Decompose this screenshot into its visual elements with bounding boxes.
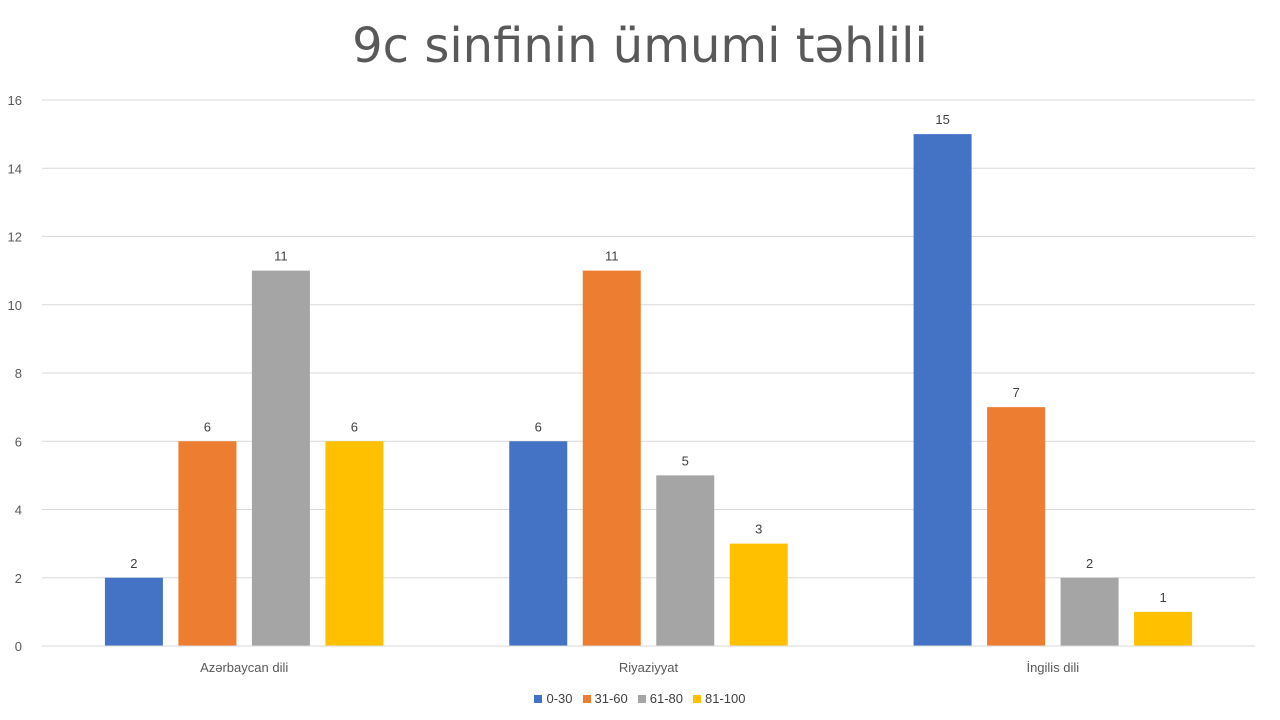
- bar-31-60-1: [582, 270, 641, 646]
- legend-label: 0-30: [546, 691, 573, 707]
- bar-61-80-1: [656, 475, 715, 646]
- legend-item: 31-60: [582, 690, 628, 707]
- bar-0-30-0: [104, 577, 163, 646]
- legend-label: 81-100: [705, 691, 746, 707]
- y-tick-label: 2: [15, 571, 22, 586]
- data-label: 6: [204, 419, 211, 434]
- legend-swatch: [534, 694, 543, 703]
- bar-0-30-1: [509, 441, 568, 646]
- chart-title: 9c sinfinin ümumi təhlili: [352, 18, 928, 74]
- y-tick-label: 16: [8, 93, 22, 108]
- bar-31-60-0: [178, 441, 237, 646]
- y-tick-label: 0: [15, 639, 22, 654]
- y-tick-label: 14: [8, 161, 22, 176]
- y-tick-label: 10: [8, 298, 22, 313]
- bar-31-60-2: [987, 407, 1046, 646]
- data-label: 1: [1159, 590, 1166, 605]
- data-label: 6: [535, 419, 542, 434]
- y-tick-label: 12: [8, 230, 22, 245]
- x-tick-label: Riyaziyyat: [619, 660, 679, 675]
- data-label: 5: [682, 453, 689, 468]
- data-label: 6: [351, 419, 358, 434]
- bar-81-100-2: [1134, 611, 1193, 646]
- legend-swatch: [693, 694, 702, 703]
- data-label: 2: [1086, 556, 1093, 571]
- bar-81-100-1: [729, 543, 788, 646]
- legend-label: 31-60: [594, 691, 628, 707]
- data-label: 11: [274, 249, 288, 264]
- legend-label: 61-80: [649, 691, 684, 707]
- data-label: 11: [605, 249, 619, 264]
- bar-81-100-0: [325, 441, 384, 646]
- data-label: 7: [1012, 385, 1019, 400]
- y-tick-label: 6: [15, 434, 22, 449]
- data-label: 3: [755, 522, 762, 537]
- bar-61-80-2: [1060, 577, 1119, 646]
- y-tick-label: 4: [15, 503, 22, 518]
- y-tick-label: 8: [15, 366, 22, 381]
- legend-swatch: [637, 694, 646, 703]
- x-tick-label: Azərbaycan dili: [200, 660, 288, 675]
- data-label: 2: [130, 556, 137, 571]
- chart-legend: 0-30 31-60 61-80 81-100: [0, 690, 1280, 706]
- bar-0-30-2: [913, 134, 972, 646]
- x-tick-label: İngilis dili: [1026, 660, 1079, 675]
- legend-item: 61-80: [637, 690, 684, 707]
- legend-item: 0-30: [534, 690, 573, 707]
- legend-swatch: [582, 694, 591, 703]
- bar-61-80-0: [251, 270, 310, 646]
- legend-item: 81-100: [693, 690, 746, 707]
- data-label: 15: [935, 112, 949, 127]
